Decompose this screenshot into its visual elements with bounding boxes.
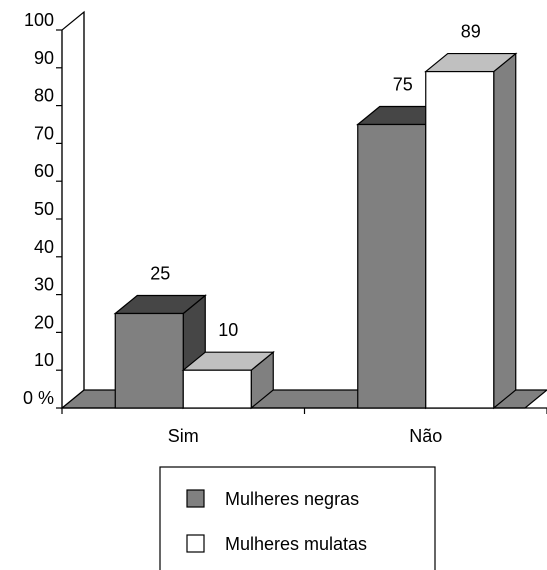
y-tick-label: 10 — [34, 350, 54, 370]
x-tick-label: Sim — [168, 426, 199, 446]
bar — [114, 312, 184, 409]
y-tick-label: 80 — [34, 86, 54, 106]
y-tick-label: 100 — [24, 10, 54, 30]
bars — [113, 52, 518, 410]
chart-back-wall — [61, 10, 85, 410]
legend-label: Mulheres mulatas — [225, 534, 367, 554]
data-label: 75 — [393, 75, 413, 95]
y-tick-label: 20 — [34, 312, 54, 332]
data-label: 89 — [461, 22, 481, 42]
y-tick-label: 70 — [34, 123, 54, 143]
legend: Mulheres negras Mulheres mulatas — [159, 466, 436, 570]
legend-label: Mulheres negras — [225, 489, 359, 509]
y-tick-label: 50 — [34, 199, 54, 219]
side-wall — [61, 10, 85, 410]
bar — [182, 369, 252, 409]
legend-swatch — [186, 534, 205, 553]
legend-box — [159, 466, 436, 570]
x-axis: Sim Não — [61, 407, 547, 446]
y-tick-label: 0 % — [23, 388, 54, 408]
x-tick-label: Não — [409, 426, 442, 446]
y-tick-label: 90 — [34, 48, 54, 68]
legend-swatch — [186, 489, 205, 508]
bar — [357, 123, 427, 409]
y-tick-label: 40 — [34, 237, 54, 257]
data-label: 10 — [218, 320, 238, 340]
y-tick-label: 30 — [34, 275, 54, 295]
y-tick-label: 60 — [34, 161, 54, 181]
data-labels: 25 10 75 89 — [150, 22, 481, 341]
bar — [425, 70, 495, 409]
data-label: 25 — [150, 264, 170, 284]
bar-side — [493, 52, 517, 410]
y-axis: 0 % 10 20 30 40 50 60 70 80 90 100 — [23, 10, 63, 409]
